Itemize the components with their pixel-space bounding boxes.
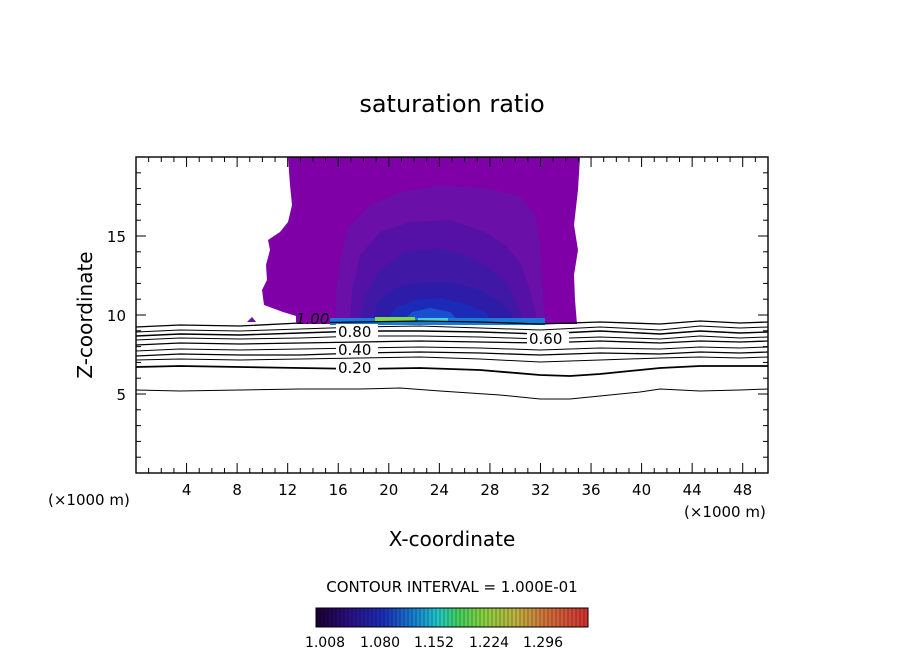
contour-line-0.40 [136, 351, 768, 357]
contour-label-0.20: 0.20 [338, 359, 371, 377]
y-axis-label: Z-coordinate [73, 251, 97, 378]
x-unit-right: (×1000 m) [684, 503, 766, 521]
y-tick-label-5: 5 [116, 386, 126, 404]
x-tick-label-8: 8 [232, 481, 242, 499]
contour-lines [136, 320, 768, 400]
contour-label-1.00: 1.00 [296, 310, 329, 328]
colorbar-tick-labels: 1.008 1.080 1.152 1.224 1.296 [305, 635, 563, 651]
y-tick-label-15: 15 [107, 228, 126, 246]
small-patch [247, 317, 256, 322]
x-tick-label-28: 28 [480, 481, 499, 499]
x-tick-label-4: 4 [182, 481, 192, 499]
contour-label-0.40: 0.40 [338, 341, 371, 359]
contour-line-1.00 [136, 320, 768, 328]
chart-title: saturation ratio [359, 90, 544, 118]
x-tick-labels: 4 8 12 16 20 24 28 32 36 40 44 48 [182, 481, 752, 499]
colorbar-tick-1224: 1.224 [469, 635, 509, 651]
y-tick-label-10: 10 [107, 307, 126, 325]
contour-line-0.50 [136, 346, 768, 352]
axis-ticks [135, 156, 769, 474]
contour-line-0.70 [136, 335, 768, 341]
colorbar [315, 607, 589, 628]
x-tick-label-32: 32 [531, 481, 550, 499]
y-tick-labels: 5 10 15 [107, 228, 126, 404]
x-tick-label-20: 20 [379, 481, 398, 499]
cloud-base-core [375, 317, 415, 321]
x-tick-label-40: 40 [632, 481, 651, 499]
colorbar-tick-1008: 1.008 [305, 635, 345, 651]
x-tick-label-12: 12 [278, 481, 297, 499]
colorbar-tick-1152: 1.152 [414, 635, 454, 651]
contour-line-0.80 [136, 330, 768, 337]
x-unit-left: (×1000 m) [48, 491, 130, 509]
x-tick-label-44: 44 [683, 481, 702, 499]
contour-labels: 1.00 0.80 0.60 0.40 0.20 [296, 310, 569, 377]
supersaturation-fill [247, 157, 580, 325]
x-tick-label-48: 48 [733, 481, 752, 499]
contour-label-0.80: 0.80 [338, 323, 371, 341]
contour-label-0.60: 0.60 [529, 330, 562, 348]
contour-line-0.90 [136, 325, 768, 333]
contour-line-0.20 [136, 365, 768, 377]
x-tick-label-36: 36 [581, 481, 600, 499]
x-tick-label-24: 24 [430, 481, 449, 499]
colorbar-frame [315, 607, 589, 628]
contour-line-0.10 [136, 387, 768, 400]
contour-line-0.30 [136, 356, 768, 363]
colorbar-tick-1296: 1.296 [523, 635, 563, 651]
x-axis-label: X-coordinate [389, 527, 516, 551]
x-tick-label-16: 16 [329, 481, 348, 499]
colorbar-tick-1080: 1.080 [360, 635, 400, 651]
cloud-base-core-2 [418, 318, 448, 322]
contour-line-0.60 [136, 340, 768, 346]
contour-interval-text: CONTOUR INTERVAL = 1.000E-01 [326, 578, 577, 596]
